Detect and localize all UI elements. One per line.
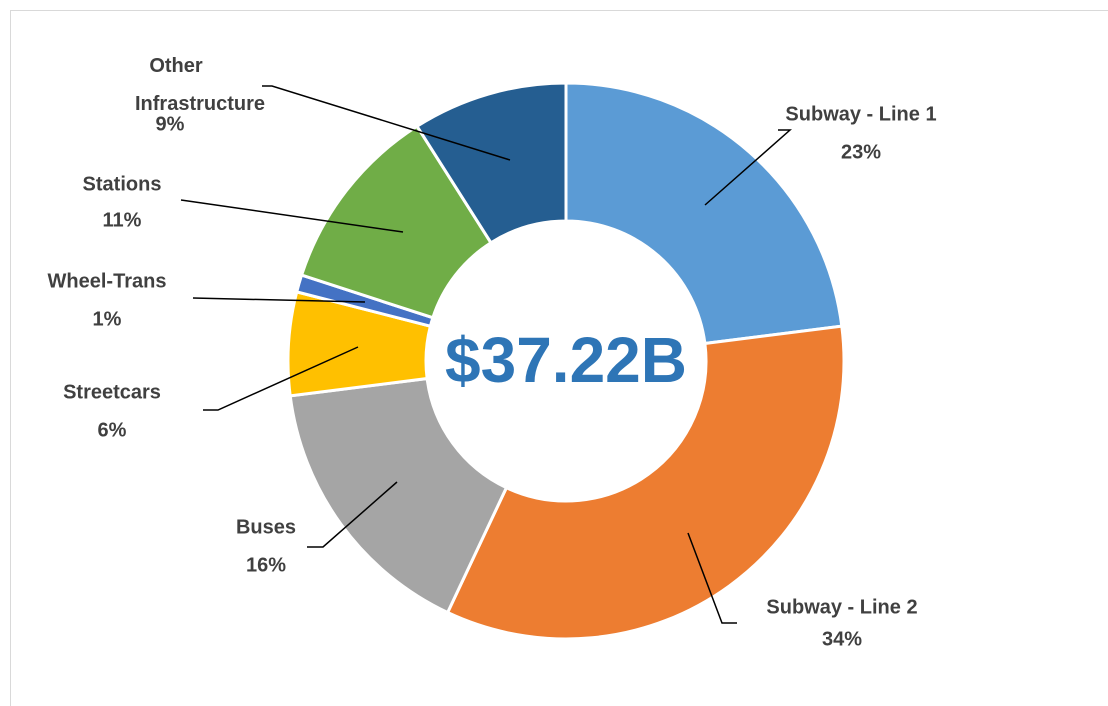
value-label: 11% xyxy=(103,209,142,231)
leader-line xyxy=(192,297,366,303)
value-label: 16% xyxy=(246,554,286,576)
leader-line xyxy=(687,532,737,624)
category-label: Subway - Line 1 xyxy=(785,103,936,125)
value-label: 1% xyxy=(93,308,122,330)
value-label: 23% xyxy=(841,141,881,163)
donut-slice xyxy=(445,324,846,641)
donut-slice xyxy=(288,376,509,615)
donut-slice xyxy=(564,81,844,346)
center-label: $37.22B xyxy=(445,324,687,396)
leader-line xyxy=(180,199,404,233)
category-label: Buses xyxy=(236,516,296,538)
value-label: 6% xyxy=(98,419,127,441)
chart-border xyxy=(10,10,1108,706)
donut-slice xyxy=(414,81,568,245)
category-label: Wheel-Trans xyxy=(48,270,167,292)
value-label: 9% xyxy=(156,113,185,135)
category-label: Stations xyxy=(83,173,162,195)
category-label: Subway - Line 2 xyxy=(766,596,917,618)
value-label: 34% xyxy=(822,628,862,650)
leader-line xyxy=(704,129,792,206)
leader-line xyxy=(203,346,359,411)
category-label: Streetcars xyxy=(63,381,161,403)
leader-line xyxy=(262,85,511,161)
category-label: Other Infrastructure xyxy=(135,55,265,115)
leader-line xyxy=(307,481,398,548)
